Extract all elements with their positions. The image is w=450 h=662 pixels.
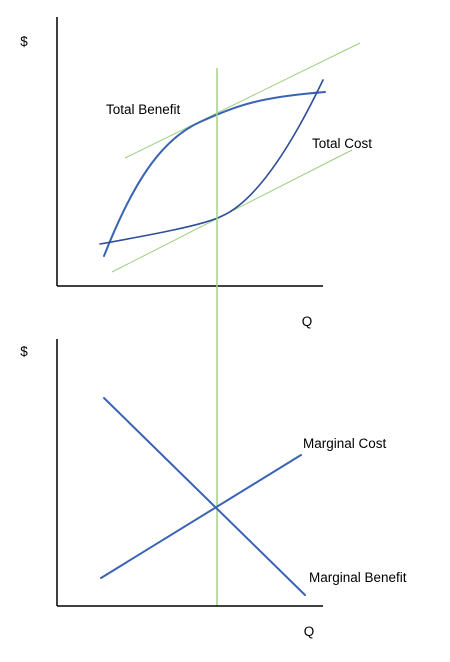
total-benefit-label: Total Benefit <box>106 102 181 117</box>
top-x-axis-label: Q <box>302 314 313 329</box>
bottom-x-axis-label: Q <box>304 624 315 639</box>
total-benefit-curve <box>103 91 326 257</box>
total-cost-curve <box>99 79 324 245</box>
marginal-benefit-label: Marginal Benefit <box>309 570 407 585</box>
top-y-axis-label: $ <box>20 34 28 49</box>
marginal-cost-line <box>100 454 302 579</box>
marginal-cost-label: Marginal Cost <box>303 436 387 451</box>
total-cost-label: Total Cost <box>312 136 372 151</box>
marginal-benefit-line <box>103 397 306 596</box>
top-panel: $ Q Total Benefit Total Cost <box>20 17 372 329</box>
total-benefit-tangent-line <box>124 42 361 159</box>
bottom-y-axis-label: $ <box>20 344 28 359</box>
bottom-panel: $ Q Marginal Cost Marginal Benefit <box>20 339 407 639</box>
